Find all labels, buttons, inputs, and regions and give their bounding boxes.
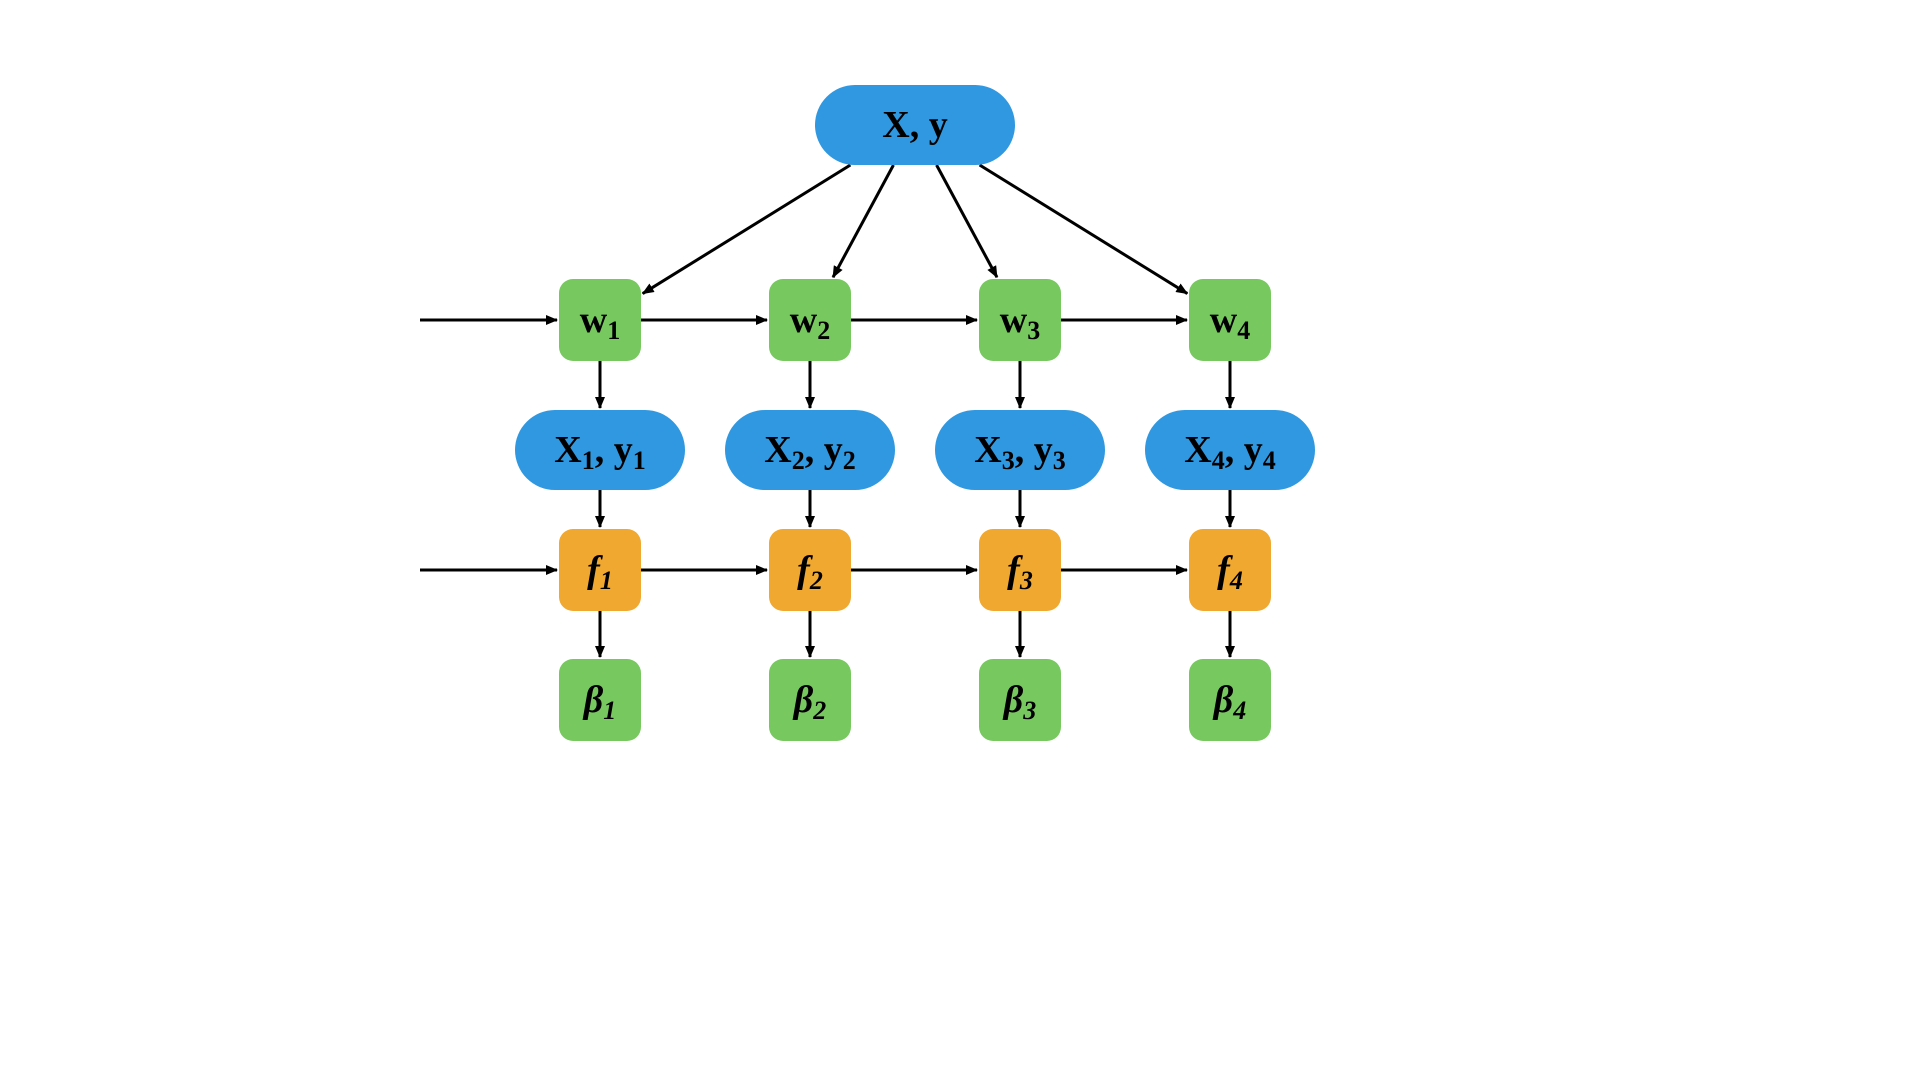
node-f2: f2 — [769, 529, 851, 611]
node-b2: β2 — [769, 659, 851, 741]
node-w3: w3 — [979, 279, 1061, 361]
svg-text:X1, y1: X1, y1 — [554, 429, 645, 475]
node-xy2: X2, y2 — [725, 410, 895, 490]
node-xy4: X4, y4 — [1145, 410, 1315, 490]
svg-text:X, y: X, y — [882, 104, 947, 146]
edge — [643, 165, 851, 294]
node-xy1: X1, y1 — [515, 410, 685, 490]
node-w2: w2 — [769, 279, 851, 361]
node-b4: β4 — [1189, 659, 1271, 741]
nodes-layer: X, y w1 w2 w3 w4 X1, y1 X2, y2 X3, y3 X4, y4 f1 f2… — [515, 85, 1315, 741]
diagram-canvas: X, y w1 w2 w3 w4 X1, y1 X2, y2 X3, y3 X4, y4 f1 f2… — [0, 0, 1920, 1080]
node-f3: f3 — [979, 529, 1061, 611]
node-f4: f4 — [1189, 529, 1271, 611]
node-w1: w1 — [559, 279, 641, 361]
node-xy3: X3, y3 — [935, 410, 1105, 490]
node-w4: w4 — [1189, 279, 1271, 361]
edge — [937, 165, 997, 277]
svg-text:X3, y3: X3, y3 — [974, 429, 1065, 475]
edge — [980, 165, 1188, 294]
node-root: X, y — [815, 85, 1015, 165]
edge — [833, 165, 893, 277]
svg-text:X2, y2: X2, y2 — [764, 429, 855, 475]
node-b3: β3 — [979, 659, 1061, 741]
node-f1: f1 — [559, 529, 641, 611]
node-b1: β1 — [559, 659, 641, 741]
svg-text:X4, y4: X4, y4 — [1184, 429, 1275, 475]
